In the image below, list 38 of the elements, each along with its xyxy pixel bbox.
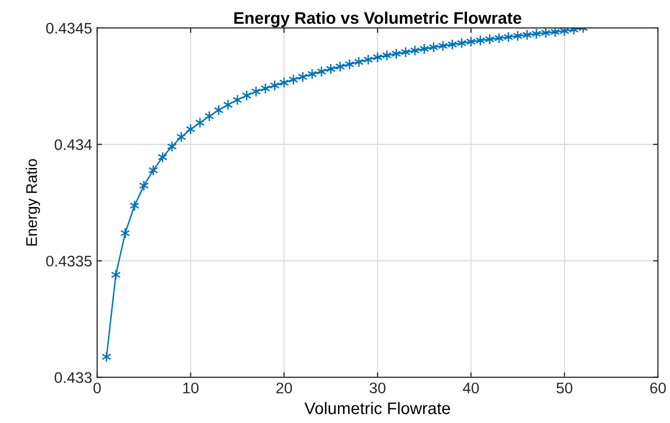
point	[475, 34, 486, 46]
point	[232, 94, 242, 106]
y-tick-label: 0.434	[54, 139, 92, 150]
point	[110, 269, 121, 280]
point	[288, 74, 298, 86]
point	[456, 38, 467, 49]
x-tick-label: 60	[650, 382, 666, 394]
point	[550, 28, 560, 38]
point	[270, 80, 280, 92]
x-tick-label: 10	[183, 382, 199, 394]
chart-title: Energy Ratio vs Volumetric Flowrate	[234, 12, 522, 28]
x-tick-label: 40	[462, 382, 479, 394]
point	[503, 31, 514, 43]
y-axis-title: Energy Ratio	[26, 159, 40, 246]
x-tick-label: 50	[556, 382, 572, 394]
x-tick-label: 20	[276, 382, 292, 394]
point	[410, 44, 420, 56]
point	[260, 82, 270, 94]
point	[138, 180, 149, 192]
point	[560, 28, 570, 36]
point	[176, 131, 186, 142]
point	[335, 61, 346, 72]
point	[382, 50, 392, 61]
point	[242, 90, 252, 102]
point	[326, 63, 336, 74]
y-tick-label: 0.4345	[46, 22, 92, 34]
point	[540, 28, 551, 38]
point	[167, 140, 177, 152]
point	[354, 56, 364, 68]
point	[522, 29, 532, 40]
point	[447, 38, 458, 50]
x-tick-label: 0	[94, 382, 101, 394]
point	[307, 68, 318, 80]
x-axis-title: Volumetric Flowrate	[304, 402, 450, 414]
y-tick-label: 0.4335	[46, 256, 92, 267]
x-tick-label: 30	[370, 382, 386, 394]
y-tick-label: 0.433	[54, 372, 92, 383]
point	[363, 54, 374, 66]
